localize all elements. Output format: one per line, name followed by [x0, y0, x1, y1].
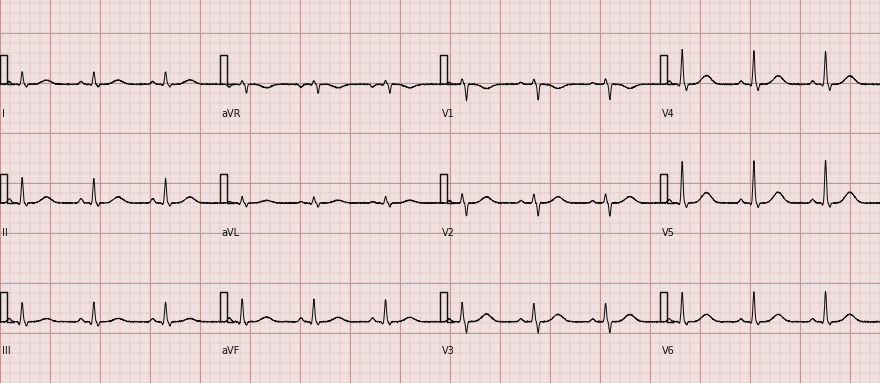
Text: aVR: aVR: [222, 109, 241, 119]
Text: aVF: aVF: [222, 346, 240, 356]
Text: I: I: [2, 109, 4, 119]
Text: II: II: [2, 228, 8, 237]
Text: aVL: aVL: [222, 228, 240, 237]
Text: V5: V5: [662, 228, 675, 237]
Text: V4: V4: [662, 109, 674, 119]
Text: III: III: [2, 346, 11, 356]
Text: V6: V6: [662, 346, 674, 356]
Text: V2: V2: [442, 228, 455, 237]
Text: V1: V1: [442, 109, 454, 119]
Text: V3: V3: [442, 346, 454, 356]
